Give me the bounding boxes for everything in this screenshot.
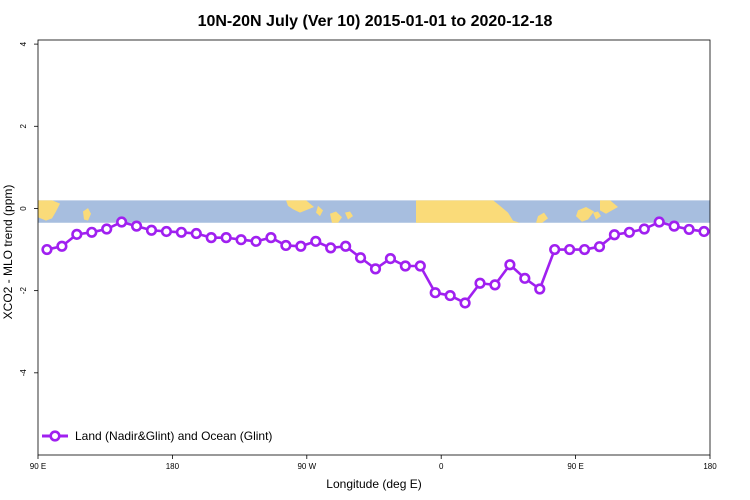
land-shape [330, 211, 342, 223]
data-point [205, 232, 217, 244]
data-point [130, 220, 143, 232]
data-point [414, 260, 426, 272]
legend: Land (Nadir&Glint) and Ocean (Glint) [42, 429, 272, 443]
y-tick-label: 2 [19, 124, 28, 129]
y-tick-label: -2 [19, 287, 28, 295]
data-point [116, 216, 128, 228]
x-tick-label: 180 [703, 462, 717, 471]
land-shape [576, 207, 594, 222]
data-point [250, 235, 262, 247]
series-line [46, 220, 705, 305]
data-point [474, 277, 486, 289]
data-point [519, 272, 531, 284]
y-tick-label: 0 [19, 206, 28, 211]
plot-area [37, 39, 711, 456]
data-point [504, 259, 516, 271]
data-point [399, 260, 411, 272]
data-point [564, 243, 576, 256]
data-point [384, 252, 397, 265]
series-layer [41, 216, 710, 309]
data-point [295, 240, 307, 252]
map-band [38, 200, 710, 223]
y-axis: -4 -2 0 2 4 [19, 41, 38, 376]
data-point [698, 225, 710, 238]
x-axis-label: Longitude (deg E) [326, 477, 421, 491]
data-point [369, 263, 382, 275]
data-point [683, 223, 695, 236]
data-point [160, 225, 173, 238]
legend-entry-label: Land (Nadir&Glint) and Ocean (Glint) [75, 429, 272, 443]
y-tick-label: 4 [19, 41, 28, 46]
x-tick-label: 90 W [297, 462, 316, 471]
land-shape [316, 205, 323, 217]
data-point [578, 243, 591, 256]
data-point [280, 239, 292, 252]
data-point [325, 242, 337, 254]
data-point [534, 283, 546, 295]
x-tick-label: 90 E [567, 462, 583, 471]
data-point [220, 232, 232, 244]
y-tick-label: -4 [19, 369, 28, 377]
y-axis-label: XCO2 - MLO trend (ppm) [1, 185, 15, 320]
x-tick-label: 180 [166, 462, 180, 471]
land-shape [83, 208, 91, 221]
land-shape [38, 200, 60, 221]
data-point [608, 229, 621, 241]
data-point [235, 234, 247, 246]
land-shape [536, 212, 548, 223]
data-point [41, 243, 53, 256]
land-shape [593, 211, 601, 220]
data-point [340, 240, 352, 252]
data-point [145, 224, 158, 236]
land-shape [600, 200, 618, 214]
legend-marker [49, 430, 61, 442]
data-point [549, 243, 561, 256]
data-point [86, 226, 98, 238]
data-point [56, 240, 68, 252]
data-point [190, 227, 202, 240]
data-point [653, 216, 665, 228]
data-point [459, 297, 471, 309]
data-point [638, 223, 650, 235]
land-shape [345, 211, 353, 220]
x-tick-label: 0 [439, 462, 444, 471]
data-point [175, 226, 187, 238]
data-point [71, 228, 83, 240]
data-point [668, 220, 680, 232]
x-tick-label: 90 E [30, 462, 46, 471]
data-point [310, 235, 322, 247]
map-band-land [38, 200, 618, 223]
data-point [489, 279, 501, 291]
data-point [593, 241, 606, 253]
x-axis: 90 E 180 90 W 0 90 E 180 [30, 455, 717, 471]
data-point [444, 289, 456, 302]
data-point [101, 223, 113, 235]
data-point [429, 287, 441, 299]
data-point [354, 252, 367, 264]
data-point [265, 232, 277, 244]
chart-title: 10N-20N July (Ver 10) 2015-01-01 to 2020… [198, 13, 553, 30]
land-shape [416, 200, 520, 223]
land-shape [286, 200, 314, 213]
data-point [623, 226, 635, 238]
